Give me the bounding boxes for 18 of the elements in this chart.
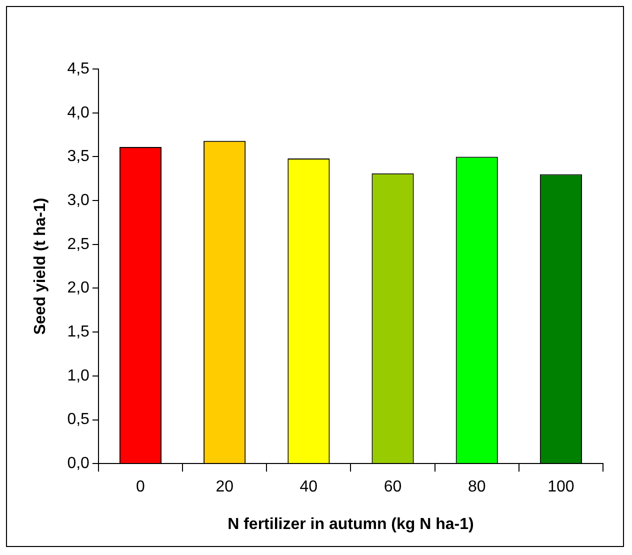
x-tick-label: 60	[384, 478, 402, 496]
x-tick-label: 20	[216, 478, 234, 496]
y-tick-label: 1,0	[67, 367, 90, 384]
x-tick-label: 0	[136, 478, 146, 496]
y-tick-label: 2,5	[67, 236, 90, 253]
y-axis-title: Seed yield (t ha-1)	[32, 198, 50, 335]
y-tick-label: 1,5	[67, 323, 90, 340]
y-tick-label: 0,5	[67, 411, 90, 428]
y-tick-label: 4,0	[67, 104, 90, 122]
y-tick-label: 3,5	[67, 148, 90, 166]
y-tick-label: 0,0	[67, 455, 90, 472]
x-axis-title: N fertilizer in autumn (kg N ha-1)	[228, 516, 474, 533]
y-tick-label: 3,0	[67, 192, 90, 209]
x-tick-label: 40	[300, 478, 318, 496]
x-tick-label: 100	[548, 478, 574, 496]
y-tick-label: 4,5	[67, 60, 90, 78]
y-tick-label: 2,0	[67, 280, 90, 297]
x-tick-label: 80	[468, 478, 486, 496]
